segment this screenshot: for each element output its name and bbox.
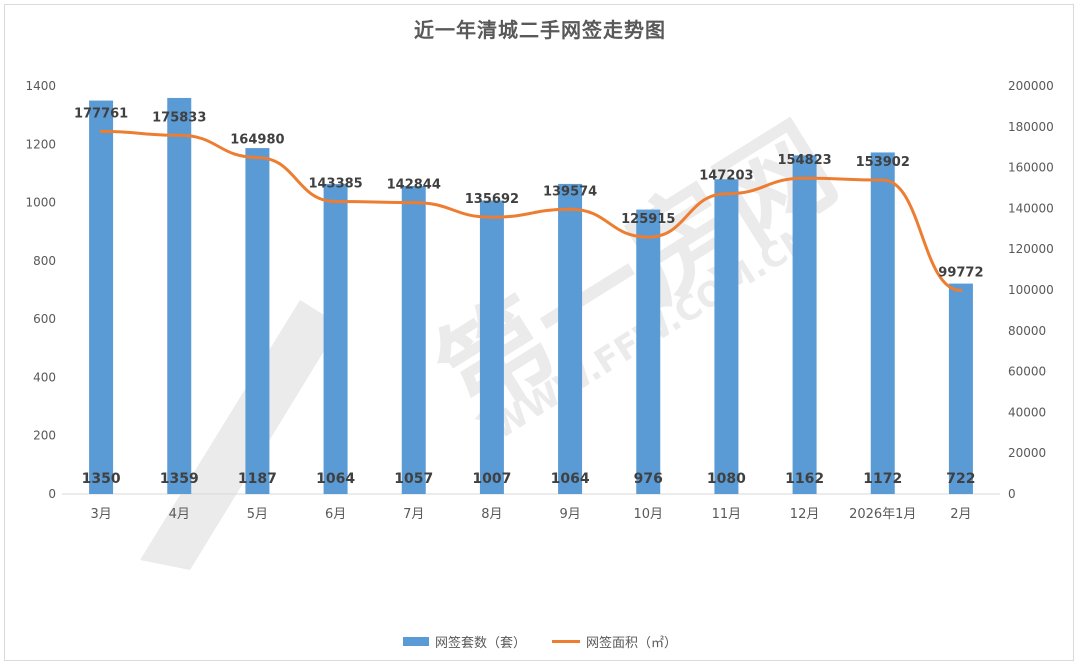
line-point: [99, 129, 103, 133]
area-line: [101, 129, 962, 292]
y-right-tick-label: 0: [1008, 487, 1016, 501]
x-tick-label: 2月: [950, 507, 971, 522]
x-tick-label: 9月: [559, 507, 580, 522]
line-data-label: 147203: [699, 169, 753, 184]
y-right-tick-label: 20000: [1008, 446, 1046, 460]
x-tick-label: 12月: [790, 507, 820, 522]
bar-data-label: 1359: [160, 471, 199, 487]
bar-data-label: 1064: [316, 471, 355, 487]
bar: [401, 185, 426, 494]
x-tick-label: 7月: [403, 507, 424, 522]
y-right-tick-label: 200000: [1008, 79, 1054, 93]
data-labels: 1350 1359 1187 1064 1057 1007 1064 976 1080 1162 1…: [74, 106, 984, 487]
bar: [558, 183, 583, 495]
y-right-tick-label: 120000: [1008, 242, 1054, 256]
legend-swatch-line: [552, 640, 580, 643]
y-left-tick-label: 800: [33, 254, 56, 268]
axes: 0 200 400 600 800 1000 1200 1400 0 20000 40000 6000…: [25, 79, 1053, 522]
line-data-label: 139574: [543, 184, 597, 199]
y-left-tick-label: 0: [48, 487, 56, 501]
bar: [167, 97, 192, 494]
legend: 网签套数（套） 网签面积（㎡）: [0, 632, 1080, 651]
legend-swatch-bar: [402, 637, 429, 646]
bar-series: [89, 97, 973, 495]
bar-data-label: 722: [946, 471, 975, 487]
bar-data-label: 976: [634, 471, 663, 487]
line-point: [177, 133, 181, 137]
line-point: [334, 199, 338, 203]
x-tick-label: 4月: [169, 507, 190, 522]
x-tick-label: 10月: [633, 507, 663, 522]
x-tick-label: 8月: [481, 507, 502, 522]
y-right-tick-label: 100000: [1008, 283, 1054, 297]
bar-data-label: 1064: [551, 471, 590, 487]
line-point: [568, 207, 572, 211]
line-data-label: 153902: [856, 155, 910, 170]
bar-data-label: 1187: [238, 471, 277, 487]
line-point: [490, 215, 494, 219]
bar: [714, 179, 739, 494]
line-data-label: 99772: [938, 265, 983, 280]
line-data-label: 135692: [465, 192, 519, 207]
bar: [323, 183, 348, 495]
line-point: [959, 288, 963, 292]
y-right-tick-label: 80000: [1008, 324, 1046, 338]
bar: [870, 152, 895, 494]
y-left-tick-label: 1000: [25, 196, 56, 210]
legend-label-line: 网签面积（㎡）: [586, 636, 678, 651]
y-right-tick-label: 140000: [1008, 201, 1054, 215]
line-data-label: 142844: [387, 178, 441, 193]
y-left-tick-label: 1400: [25, 79, 56, 93]
line-point: [255, 155, 259, 159]
line-point: [646, 235, 650, 239]
line-data-label: 125915: [621, 212, 675, 227]
legend-item-line[interactable]: 网签面积（㎡）: [552, 632, 677, 651]
y-right-tick-label: 160000: [1008, 161, 1054, 175]
bar: [948, 283, 973, 494]
chart-title: 近一年清城二手网签走势图: [414, 18, 666, 42]
line-data-label: 154823: [777, 153, 831, 168]
y-left-tick-label: 200: [33, 429, 56, 443]
y-left-tick-label: 1200: [25, 137, 56, 151]
bar-data-label: 1057: [394, 471, 433, 487]
line-data-label: 177761: [74, 106, 128, 121]
bar-data-label: 1172: [863, 471, 902, 487]
bar-data-label: 1162: [785, 471, 824, 487]
line-series: [99, 129, 963, 292]
line-point: [881, 178, 885, 182]
bar: [636, 209, 661, 494]
line-point: [412, 201, 416, 205]
bar: [792, 155, 817, 495]
bar: [479, 200, 504, 494]
bar-data-label: 1350: [82, 471, 121, 487]
bar-data-label: 1007: [472, 471, 511, 487]
y-left-tick-label: 400: [33, 370, 56, 384]
legend-item-bar[interactable]: 网签套数（套）: [402, 632, 526, 651]
legend-label-bar: 网签套数（套）: [434, 636, 526, 651]
x-tick-label: 5月: [247, 507, 268, 522]
bar-data-label: 1080: [707, 471, 746, 487]
x-tick-label: 3月: [90, 507, 111, 522]
line-point: [724, 192, 728, 196]
y-right-tick-label: 60000: [1008, 365, 1046, 379]
line-data-label: 143385: [308, 176, 362, 191]
line-data-label: 164980: [230, 132, 284, 147]
y-right-tick-label: 40000: [1008, 405, 1046, 419]
y-left-tick-label: 600: [33, 312, 56, 326]
line-data-label: 175833: [152, 110, 206, 125]
bar: [89, 100, 114, 495]
x-tick-label: 2026年1月: [849, 507, 916, 522]
y-right-tick-label: 180000: [1008, 120, 1054, 134]
x-tick-label: 11月: [712, 507, 742, 522]
bar: [245, 148, 270, 494]
line-point: [803, 176, 807, 180]
x-tick-label: 6月: [325, 507, 346, 522]
